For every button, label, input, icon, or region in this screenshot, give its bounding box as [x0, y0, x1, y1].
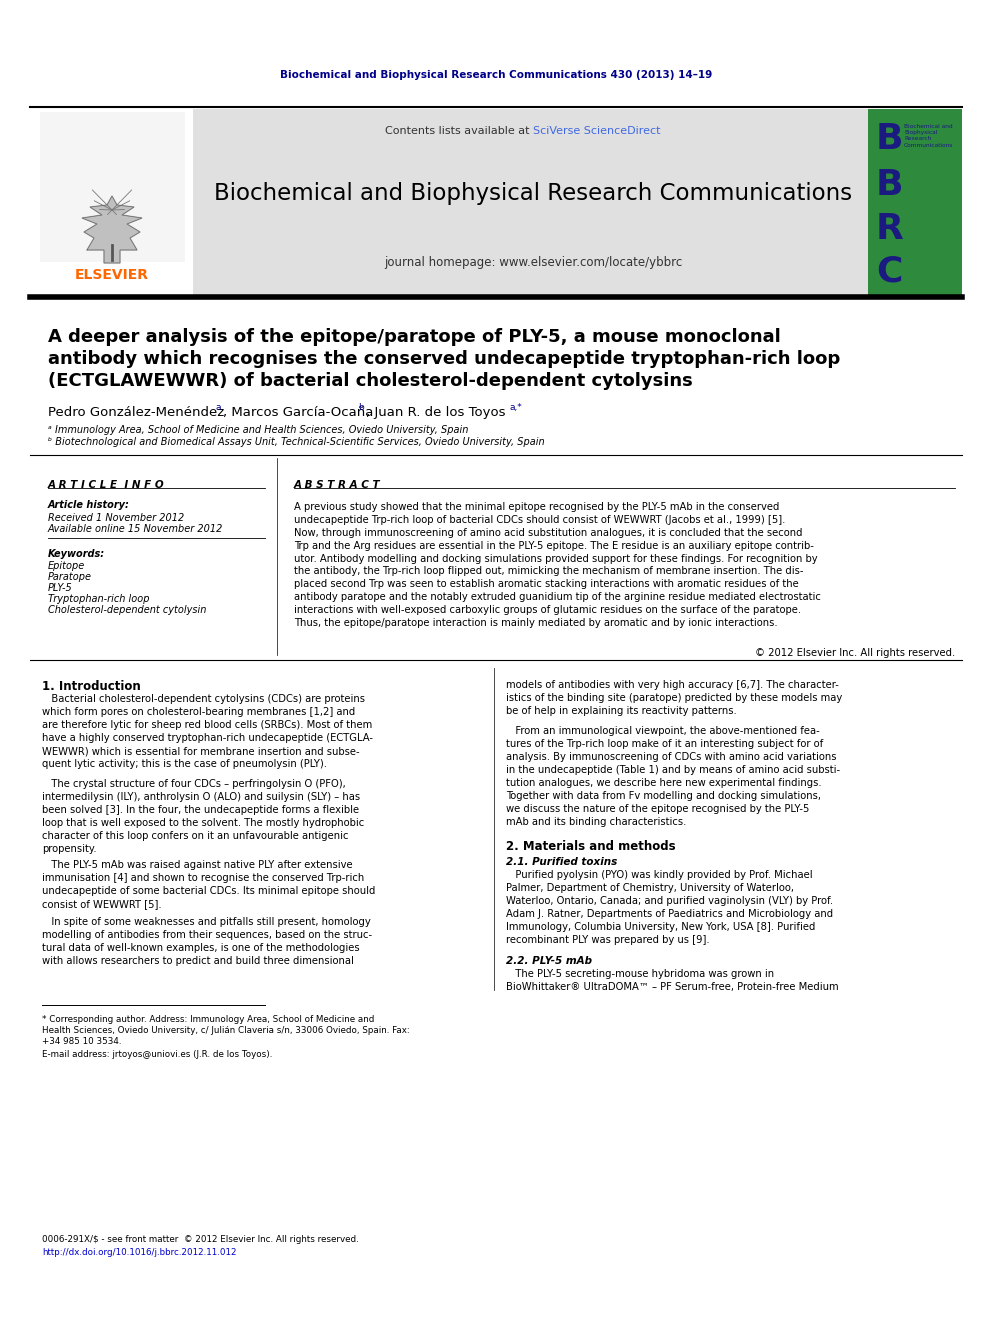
Text: Biochemical and
Biophysical
Research
Communications: Biochemical and Biophysical Research Com… — [904, 124, 953, 148]
Text: 2.1. Purified toxins: 2.1. Purified toxins — [506, 857, 617, 867]
Bar — [30, 108, 192, 296]
Text: Keywords:: Keywords: — [48, 549, 105, 560]
Text: A deeper analysis of the epitope/paratope of PLY-5, a mouse monoclonal: A deeper analysis of the epitope/paratop… — [48, 328, 781, 347]
Text: antibody which recognises the conserved undecapeptide tryptophan-rich loop: antibody which recognises the conserved … — [48, 351, 840, 368]
Text: models of antibodies with very high accuracy [6,7]. The character-
istics of the: models of antibodies with very high accu… — [506, 680, 842, 716]
Text: ᵇ Biotechnological and Biomedical Assays Unit, Technical-Scientific Services, Ov: ᵇ Biotechnological and Biomedical Assays… — [48, 437, 545, 447]
Bar — [193, 108, 868, 296]
Text: a: a — [215, 404, 220, 411]
Text: Biochemical and Biophysical Research Communications 430 (2013) 14–19: Biochemical and Biophysical Research Com… — [280, 70, 712, 79]
Text: , Marcos García-Ocaña: , Marcos García-Ocaña — [223, 406, 373, 419]
Text: ELSEVIER: ELSEVIER — [75, 269, 149, 282]
Text: 1. Introduction: 1. Introduction — [42, 680, 141, 693]
Text: E-mail address: jrtoyos@uniovi.es (J.R. de los Toyos).: E-mail address: jrtoyos@uniovi.es (J.R. … — [42, 1050, 273, 1058]
Text: Paratope: Paratope — [48, 572, 92, 582]
Text: A R T I C L E  I N F O: A R T I C L E I N F O — [48, 480, 165, 490]
Text: Pedro González-Menéndez: Pedro González-Menéndez — [48, 406, 224, 419]
Text: Cholesterol-dependent cytolysin: Cholesterol-dependent cytolysin — [48, 605, 206, 615]
Text: Article history:: Article history: — [48, 500, 130, 509]
Text: From an immunological viewpoint, the above-mentioned fea-
tures of the Trp-rich : From an immunological viewpoint, the abo… — [506, 726, 840, 827]
Text: Tryptophan-rich loop: Tryptophan-rich loop — [48, 594, 150, 605]
Text: 0006-291X/$ - see front matter  © 2012 Elsevier Inc. All rights reserved.: 0006-291X/$ - see front matter © 2012 El… — [42, 1234, 359, 1244]
Text: PLY-5: PLY-5 — [48, 583, 72, 593]
Text: Bacterial cholesterol-dependent cytolysins (CDCs) are proteins
which form pores : Bacterial cholesterol-dependent cytolysi… — [42, 695, 373, 769]
Polygon shape — [82, 196, 142, 263]
Bar — [868, 108, 962, 296]
Text: SciVerse ScienceDirect: SciVerse ScienceDirect — [533, 126, 661, 136]
Text: © 2012 Elsevier Inc. All rights reserved.: © 2012 Elsevier Inc. All rights reserved… — [755, 648, 955, 658]
Text: C: C — [876, 255, 903, 288]
Text: Epitope: Epitope — [48, 561, 85, 572]
Text: Biochemical and Biophysical Research Communications: Biochemical and Biophysical Research Com… — [214, 183, 852, 205]
Text: B: B — [876, 122, 904, 156]
Text: * Corresponding author. Address: Immunology Area, School of Medicine and
Health : * Corresponding author. Address: Immunol… — [42, 1015, 410, 1046]
Text: (ECTGLAWEWWR) of bacterial cholesterol-dependent cytolysins: (ECTGLAWEWWR) of bacterial cholesterol-d… — [48, 372, 692, 390]
Text: a,*: a,* — [510, 404, 523, 411]
Bar — [40, 112, 185, 262]
Text: Received 1 November 2012: Received 1 November 2012 — [48, 513, 185, 523]
Text: , Juan R. de los Toyos: , Juan R. de los Toyos — [366, 406, 506, 419]
Text: 2.2. PLY-5 mAb: 2.2. PLY-5 mAb — [506, 957, 592, 966]
Text: A B S T R A C T: A B S T R A C T — [294, 480, 381, 490]
Text: In spite of some weaknesses and pitfalls still present, homology
modelling of an: In spite of some weaknesses and pitfalls… — [42, 917, 372, 966]
Text: 2. Materials and methods: 2. Materials and methods — [506, 840, 676, 853]
Text: b: b — [358, 404, 364, 411]
Text: The PLY-5 mAb was raised against native PLY after extensive
immunisation [4] and: The PLY-5 mAb was raised against native … — [42, 860, 375, 909]
Text: http://dx.doi.org/10.1016/j.bbrc.2012.11.012: http://dx.doi.org/10.1016/j.bbrc.2012.11… — [42, 1248, 236, 1257]
Text: R: R — [876, 212, 904, 246]
Text: journal homepage: www.elsevier.com/locate/ybbrc: journal homepage: www.elsevier.com/locat… — [384, 255, 682, 269]
Text: Purified pyolysin (PYO) was kindly provided by Prof. Michael
Palmer, Department : Purified pyolysin (PYO) was kindly provi… — [506, 871, 833, 945]
Text: The PLY-5 secreting-mouse hybridoma was grown in
BioWhittaker® UltraDOMA™ – PF S: The PLY-5 secreting-mouse hybridoma was … — [506, 968, 838, 992]
Text: Available online 15 November 2012: Available online 15 November 2012 — [48, 524, 223, 534]
Text: Contents lists available at: Contents lists available at — [385, 126, 533, 136]
Text: The crystal structure of four CDCs – perfringolysin O (PFO),
intermedilysin (ILY: The crystal structure of four CDCs – per… — [42, 779, 364, 855]
Text: ᵃ Immunology Area, School of Medicine and Health Sciences, Oviedo University, Sp: ᵃ Immunology Area, School of Medicine an… — [48, 425, 468, 435]
Text: B: B — [876, 168, 904, 202]
Text: A previous study showed that the minimal epitope recognised by the PLY-5 mAb in : A previous study showed that the minimal… — [294, 501, 820, 628]
